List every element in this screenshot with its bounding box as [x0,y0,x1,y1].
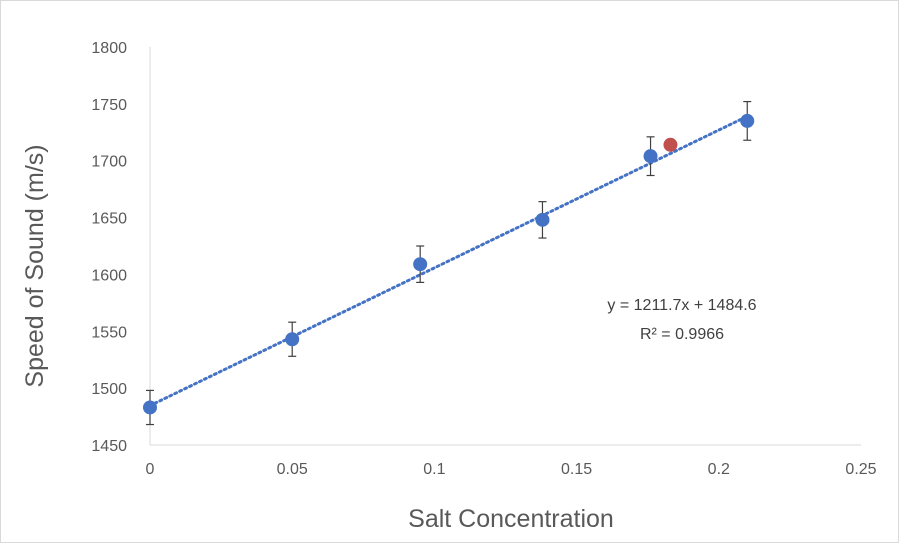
trendline [148,114,749,408]
x-tick-label: 0.15 [561,461,592,478]
y-tick-label: 1750 [91,97,127,114]
trendline-r-squared: R² = 0.9966 [640,326,724,343]
y-tick-labels: 1450 1500 1550 1600 1650 1700 1750 1800 [91,40,127,455]
y-tick-label: 1600 [91,267,127,284]
x-tick-labels: 0 0.05 0.1 0.15 0.2 0.25 [146,461,877,478]
y-tick-label: 1650 [91,211,127,228]
data-point [143,400,157,415]
trendline-group [148,114,749,408]
y-tick-label: 1550 [91,324,127,341]
data-point [285,332,300,347]
data-points [143,113,755,415]
x-tick-label: 0 [146,461,155,478]
data-point [413,257,428,272]
x-tick-label: 0.25 [845,461,876,478]
axes [149,47,861,446]
y-tick-label: 1800 [91,40,127,57]
y-tick-label: 1700 [91,154,127,171]
y-tick-label: 1450 [91,438,127,455]
x-tick-label: 0.05 [277,461,308,478]
highlighted-data-point [663,137,678,152]
data-point [535,212,550,227]
y-tick-label: 1500 [91,381,127,398]
y-axis-title: Speed of Sound (m/s) [21,144,49,387]
x-axis-title: Salt Concentration [408,505,614,533]
trendline-equation: y = 1211.7x + 1484.6 [607,297,756,314]
x-tick-label: 0.1 [423,461,445,478]
x-tick-label: 0.2 [708,461,730,478]
error-bars [146,100,752,426]
data-point [740,113,755,128]
data-point [643,149,658,164]
